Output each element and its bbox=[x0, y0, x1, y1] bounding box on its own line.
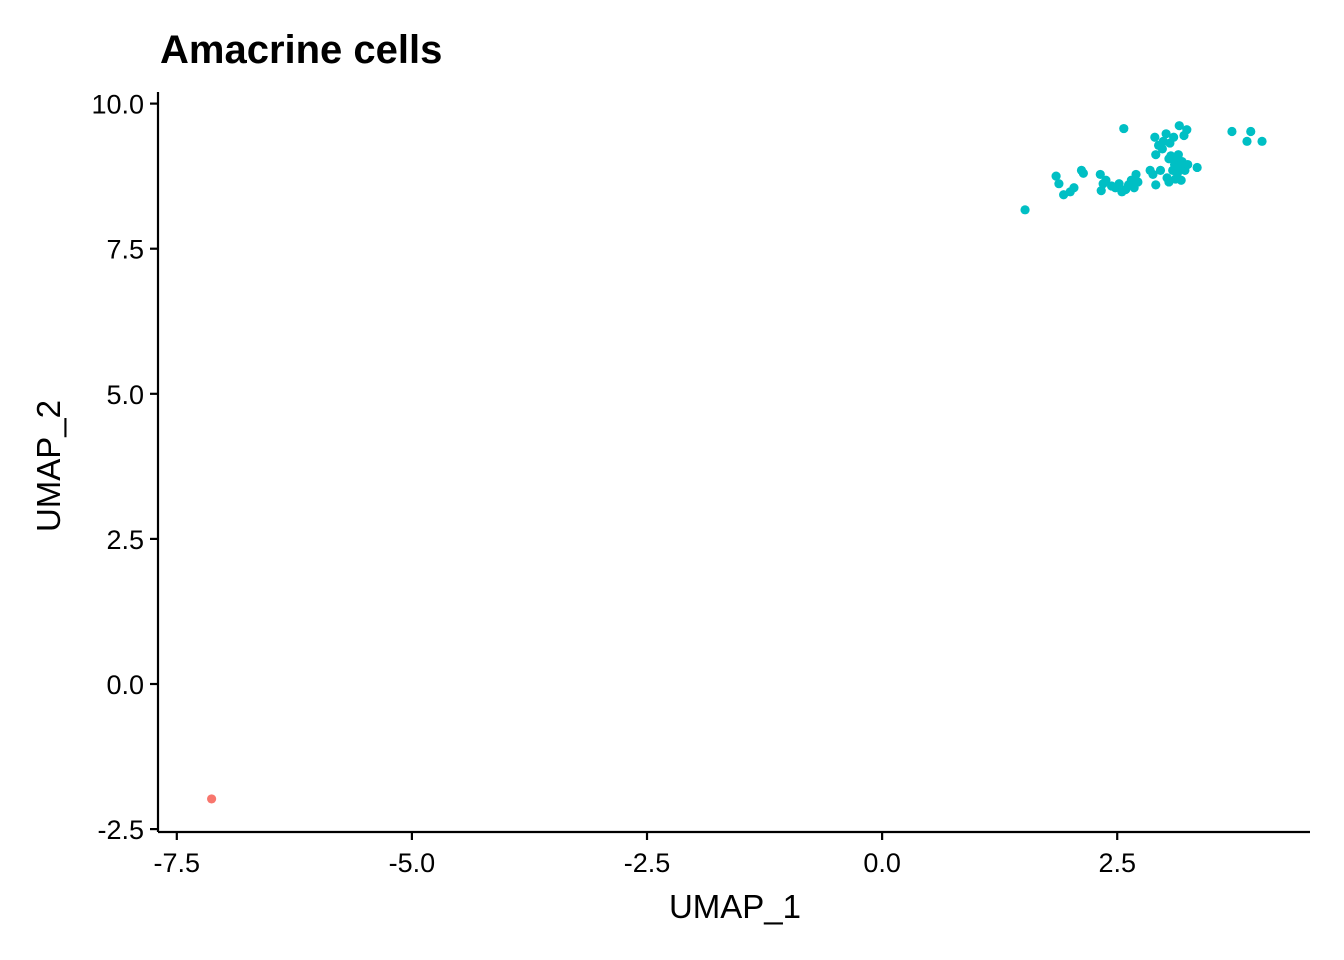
data-point bbox=[1174, 121, 1184, 131]
data-point bbox=[1114, 179, 1124, 189]
data-point bbox=[1192, 162, 1202, 173]
data-point bbox=[1096, 186, 1106, 196]
x-axis-ticks: -7.5 -5.0 -2.5 0.0 2.5 bbox=[154, 832, 1136, 878]
data-point bbox=[1183, 159, 1193, 170]
data-point bbox=[1078, 168, 1088, 178]
y-tick-label: 0.0 bbox=[106, 670, 144, 700]
data-point bbox=[1020, 205, 1030, 215]
data-point bbox=[1133, 177, 1143, 187]
data-point bbox=[1101, 175, 1111, 185]
data-point bbox=[1148, 169, 1158, 180]
data-point bbox=[1227, 126, 1237, 137]
y-tick-label: 2.5 bbox=[106, 525, 144, 555]
data-point bbox=[1246, 126, 1256, 137]
data-point bbox=[1151, 150, 1161, 160]
x-axis-label: UMAP_1 bbox=[669, 888, 801, 925]
data-point bbox=[1119, 123, 1129, 134]
y-tick-label: -2.5 bbox=[97, 815, 144, 845]
y-axis-ticks: -2.5 0.0 2.5 5.0 7.5 10.0 bbox=[91, 90, 158, 845]
data-point bbox=[1151, 180, 1161, 190]
data-point bbox=[1257, 136, 1267, 146]
x-tick-label: -2.5 bbox=[624, 848, 671, 878]
x-tick-label: 2.5 bbox=[1098, 848, 1136, 878]
data-point bbox=[1131, 169, 1141, 180]
data-point bbox=[1161, 129, 1171, 139]
data-point bbox=[1176, 175, 1186, 185]
x-tick-label: 0.0 bbox=[863, 848, 901, 878]
data-point bbox=[1069, 183, 1079, 193]
data-point bbox=[1242, 136, 1252, 146]
data-point bbox=[1150, 132, 1160, 142]
x-tick-label: -5.0 bbox=[389, 848, 436, 878]
y-tick-label: 7.5 bbox=[106, 235, 144, 265]
data-point bbox=[1095, 169, 1105, 180]
y-tick-label: 5.0 bbox=[106, 380, 144, 410]
y-tick-label: 10.0 bbox=[91, 90, 144, 120]
x-tick-label: -7.5 bbox=[154, 848, 201, 878]
data-point bbox=[1169, 132, 1179, 142]
data-point bbox=[1054, 179, 1064, 189]
data-points bbox=[207, 121, 1267, 804]
chart-title: Amacrine cells bbox=[160, 28, 442, 72]
data-point bbox=[1051, 171, 1061, 181]
data-point bbox=[1155, 165, 1166, 175]
data-point bbox=[207, 794, 217, 804]
data-point bbox=[1157, 144, 1167, 154]
y-axis-label: UMAP_2 bbox=[30, 400, 67, 532]
data-point bbox=[1182, 125, 1192, 135]
data-point bbox=[1173, 150, 1183, 160]
